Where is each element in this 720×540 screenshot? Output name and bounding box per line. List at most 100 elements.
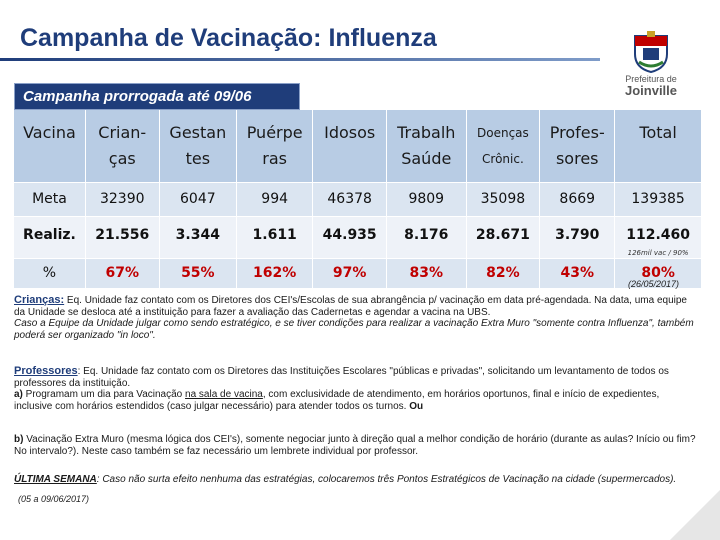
table-header-line: ras xyxy=(262,149,288,168)
table-header-line: Saúde xyxy=(401,149,452,168)
note-professores-heading: Professores xyxy=(14,365,78,377)
table-cell-value: 55% xyxy=(181,265,215,281)
table-date-note: (26/05/2017) xyxy=(628,279,680,289)
corner-fold-decoration xyxy=(644,490,720,540)
table-cell-value: 3.344 xyxy=(175,226,220,243)
table-cell-value: 28.671 xyxy=(475,226,530,243)
note-criancas-text: Eq. Unidade faz contato com os Diretores… xyxy=(14,295,687,318)
table-cell: Realiz. xyxy=(14,216,86,259)
table-header-line: Profes- xyxy=(549,123,605,142)
note-ultima-semana: ÚLTIMA SEMANA: Caso não surta efeito nen… xyxy=(14,474,700,486)
table-cell: 46378 xyxy=(312,182,388,217)
table-cell-value: 80% xyxy=(641,265,675,281)
note-professores-text: : Eq. Unidade faz contato com os Diretor… xyxy=(14,366,669,389)
table-cell-value: 139385 xyxy=(631,191,685,207)
table-header-cell: Doenças Crônic. xyxy=(466,110,541,183)
table-cell-value: 162% xyxy=(253,265,297,281)
table-cell: Meta xyxy=(14,182,86,217)
table-cell-value: 1.611 xyxy=(252,226,297,243)
table-cell-value: 994 xyxy=(261,191,289,207)
logo-prefeitura: Prefeitura de xyxy=(625,74,677,84)
table-header-cell: Idosos xyxy=(312,110,388,183)
table-cell: 82% xyxy=(466,258,541,289)
table-cell: % xyxy=(14,258,86,289)
table-header-line: Puérpe xyxy=(246,123,303,142)
table-cell: 32390 xyxy=(85,182,160,217)
table-header-line: Crian- xyxy=(98,123,147,142)
extension-banner: Campanha prorrogada até 09/06 xyxy=(14,83,300,110)
table-cell: 112.460 126mil vac / 90% xyxy=(614,216,702,259)
table-cell: 8669 xyxy=(539,182,616,217)
table-cell-value: 8669 xyxy=(559,191,596,207)
table-row-percent: % 67% 55% 162% 97% 83% 82% 43% 80% xyxy=(14,258,702,289)
table-header-line: Doenças xyxy=(477,126,529,140)
note-extra-muro-text: Vacinação Extra Muro (mesma lógica dos C… xyxy=(14,434,696,457)
table-header-cell: Trabalh Saúde xyxy=(386,110,467,183)
table-header-line: Idosos xyxy=(324,123,376,142)
table-header-cell: Vacina xyxy=(14,110,86,183)
table-cell-value: 46378 xyxy=(327,191,372,207)
table-header-cell: Puérpe ras xyxy=(236,110,314,183)
note-professores-a-label: a) xyxy=(14,389,23,400)
table-cell: 44.935 xyxy=(312,216,388,259)
table-cell: 97% xyxy=(312,258,388,289)
table-cell: 994 xyxy=(236,182,314,217)
table-cell: 28.671 xyxy=(466,216,541,259)
note-professores-a-ou: Ou xyxy=(409,400,424,412)
note-professores-a-pre: Programam um dia para Vacinação xyxy=(22,389,186,400)
page-title: Campanha de Vacinação: Influenza xyxy=(20,24,437,52)
table-header-cell: Gestan tes xyxy=(159,110,238,183)
table-cell: 55% xyxy=(159,258,238,289)
table-cell-value: 32390 xyxy=(99,191,145,207)
table-cell-value: 67% xyxy=(105,265,139,281)
table-row-meta: Meta 32390 6047 994 46378 9809 35098 8669 139385 xyxy=(14,182,702,217)
vaccination-table: Vacina Crian-ças Gestan tes Puérpe ras Idosos T… xyxy=(14,110,702,289)
table-header-line: Trabalh xyxy=(397,123,456,142)
table-header-cell: Total xyxy=(614,110,702,183)
table-cell-value: 44.935 xyxy=(322,226,377,243)
table-cell: 3.344 xyxy=(159,216,238,259)
table-cell-value: 112.460 xyxy=(626,226,690,243)
note-criancas: Crianças: Eq. Unidade faz contato com os… xyxy=(14,294,700,341)
table-cell: 9809 xyxy=(386,182,467,217)
week-date-note: (05 a 09/06/2017) xyxy=(18,494,90,504)
note-extra-muro: b) Vacinação Extra Muro (mesma lógica do… xyxy=(14,434,700,457)
table-header-line: sores xyxy=(555,149,599,168)
table-row-realiz: Realiz. 21.556 3.344 1.611 44.935 8.176 28.671… xyxy=(14,216,702,259)
coat-of-arms-icon xyxy=(634,31,668,74)
note-extra-muro-label: b) xyxy=(14,434,24,445)
table-cell-value: 21.556 xyxy=(95,226,150,243)
table-cell: 83% xyxy=(386,258,467,289)
note-criancas-heading: Crianças: xyxy=(14,294,65,306)
table-header-row: Vacina Crian-ças Gestan tes Puérpe ras Idosos T… xyxy=(14,110,702,183)
table-header-cell: Profes-sores xyxy=(539,110,616,183)
table-cell-value: 97% xyxy=(332,265,367,281)
note-ultima-semana-heading: ÚLTIMA SEMANA xyxy=(14,474,97,485)
table-cell-value: 3.790 xyxy=(555,226,600,243)
table-cell: 6047 xyxy=(159,182,238,217)
table-cell-value: 83% xyxy=(409,265,444,281)
table-cell: 1.611 xyxy=(236,216,314,259)
total-note: 126mil vac / 90% xyxy=(627,248,689,257)
logo-city: Joinville xyxy=(624,83,678,98)
table-header-cell: Crian-ças xyxy=(85,110,160,183)
table-cell-value: 35098 xyxy=(480,191,526,207)
note-professores-a-post: , com exclusividade de atendimento, em h… xyxy=(14,389,660,412)
table-header-line: Vacina xyxy=(23,123,76,142)
table-cell: 162% xyxy=(236,258,314,289)
table-cell: 43% xyxy=(539,258,616,289)
table-cell-value: 43% xyxy=(560,265,594,281)
table-cell-value: % xyxy=(42,265,57,281)
table-header-line: Gestan xyxy=(169,123,227,142)
table-cell: 139385 xyxy=(614,182,702,217)
table-cell: 67% xyxy=(85,258,160,289)
table-cell: 21.556 xyxy=(85,216,160,259)
table-header-line: Total xyxy=(639,123,677,142)
table-cell-value: Meta xyxy=(32,191,67,207)
table-header-line: ças xyxy=(108,149,136,168)
note-professores: Professores: Eq. Unidade faz contato com… xyxy=(14,365,700,412)
table-header-line: tes xyxy=(185,149,211,168)
note-ultima-semana-text: : Caso não surta efeito nenhuma das estr… xyxy=(96,474,677,485)
table-cell-value: Realiz. xyxy=(23,226,76,243)
